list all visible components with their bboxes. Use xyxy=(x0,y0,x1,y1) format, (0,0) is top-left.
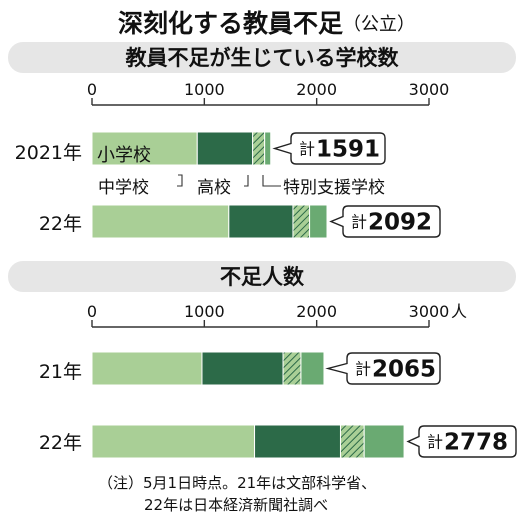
total-value: 2065 xyxy=(372,357,436,383)
x-tick-label: 0 xyxy=(87,302,97,321)
bar-segment xyxy=(254,424,341,459)
chart-title: 深刻化する教員不足 xyxy=(118,9,343,38)
bar-segment xyxy=(339,424,365,459)
bar-segment xyxy=(363,424,405,459)
x-tick-label: 0 xyxy=(87,80,97,99)
bar-segment xyxy=(264,131,272,166)
bar-segment xyxy=(292,204,311,239)
bar-segment xyxy=(91,204,230,239)
legend-label-junior-high: 中学校 xyxy=(98,178,149,198)
legend-label-high: 高校 xyxy=(197,178,231,198)
plot-shortage-count: 0 1000 2000 3000 人21年計 206522年計 2778 xyxy=(39,302,517,459)
category-label: 22年 xyxy=(39,213,82,235)
bar-segment xyxy=(196,131,254,166)
x-tick-label: 1000 xyxy=(184,80,225,99)
x-unit-label: 人 xyxy=(451,302,467,321)
bar-segment xyxy=(91,351,203,386)
total-value: 1591 xyxy=(316,137,380,163)
x-tick-label: 2000 xyxy=(296,302,337,321)
bar-segment xyxy=(91,131,198,166)
bar-segment xyxy=(201,351,284,386)
x-tick-label: 1000 xyxy=(184,302,225,321)
total-callout xyxy=(325,352,441,385)
total-callout xyxy=(272,132,386,165)
leader-special xyxy=(262,175,281,187)
bar-segment xyxy=(91,424,256,459)
total-callout xyxy=(329,205,441,238)
leader-high xyxy=(244,175,249,187)
panel-1-header-bg xyxy=(8,42,516,73)
panel-2-title: 不足人数 xyxy=(220,265,305,289)
legend-label-elementary: 小学校 xyxy=(97,145,151,166)
x-tick-label: 2000 xyxy=(296,80,337,99)
plot-schools: 0 1000 2000 30002021年計 159122年計 2092 xyxy=(15,80,450,239)
category-label: 2021年 xyxy=(15,142,82,164)
legend-label-special: 特別支援学校 xyxy=(283,178,385,198)
total-value: 2092 xyxy=(368,210,432,236)
leader-junior-high xyxy=(177,174,183,187)
total-prefix: 計 xyxy=(427,433,443,452)
category-label: 21年 xyxy=(39,361,82,383)
chart-title-suffix: （公立） xyxy=(343,14,415,35)
x-tick-label: 3000 xyxy=(409,80,450,99)
note-line-2: 22年は日本経済新聞社調べ xyxy=(144,496,328,514)
bar-segment xyxy=(282,351,302,386)
panel-1-title: 教員不足が生じている学校数 xyxy=(126,46,400,70)
total-prefix: 計 xyxy=(299,140,315,159)
bar-segment xyxy=(252,131,266,166)
total-value: 2778 xyxy=(444,430,508,456)
bar-segment xyxy=(309,204,328,239)
panel-2-header-bg xyxy=(8,261,516,292)
legend-leaders xyxy=(177,174,281,187)
x-tick-label: 3000 xyxy=(409,302,450,321)
bar-segment xyxy=(300,351,325,386)
total-callout xyxy=(406,425,517,458)
total-prefix: 計 xyxy=(355,360,371,379)
note-line-1: （注）5月1日時点。21年は文部科学省、 xyxy=(98,474,376,492)
bar-segment xyxy=(228,204,294,239)
total-prefix: 計 xyxy=(351,213,367,232)
category-label: 22年 xyxy=(39,432,82,454)
